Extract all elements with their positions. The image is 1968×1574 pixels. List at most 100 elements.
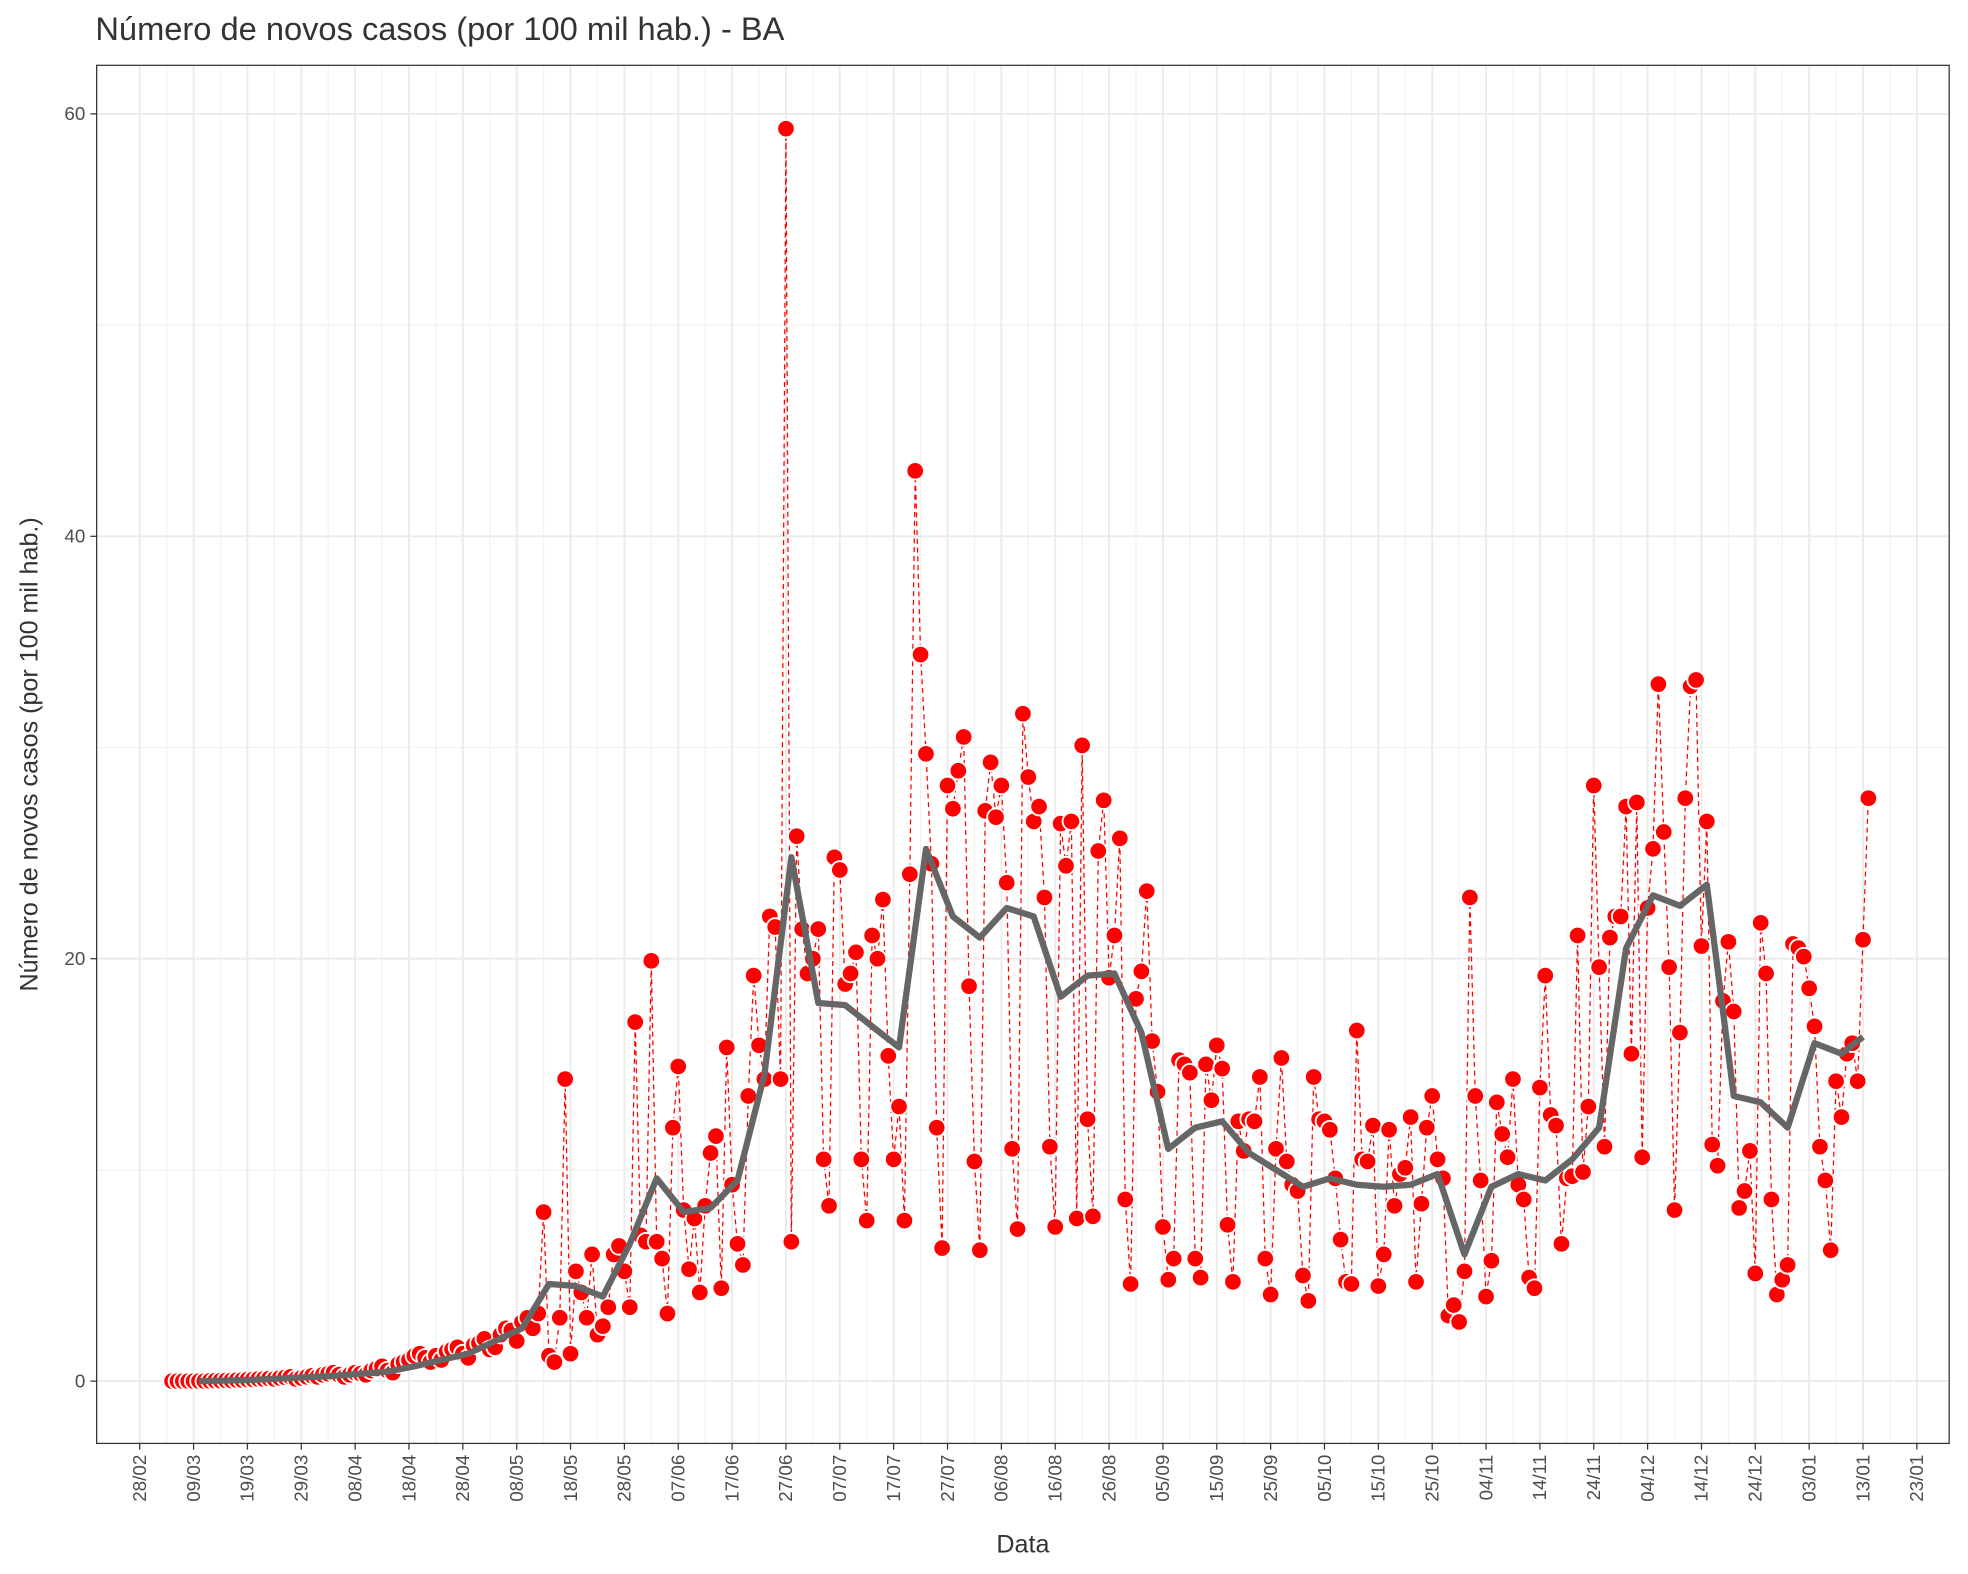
panel-border <box>96 64 1950 1445</box>
data-point <box>560 1343 581 1364</box>
data-point <box>1007 1219 1028 1239</box>
data-point <box>927 1117 947 1138</box>
data-point <box>1207 1035 1227 1056</box>
data-point <box>1799 978 1819 999</box>
data-point <box>743 965 764 986</box>
x-tick-label: 08/05 <box>506 1455 527 1502</box>
data-point <box>1293 1265 1313 1286</box>
x-tick-label: 18/04 <box>398 1455 419 1502</box>
data-point <box>1600 927 1620 948</box>
data-point <box>1330 1229 1351 1250</box>
x-tick-label: 15/09 <box>1206 1455 1227 1502</box>
data-point <box>582 1244 602 1265</box>
data-point <box>1266 1139 1286 1159</box>
data-point <box>657 1303 678 1324</box>
data-point <box>959 976 979 996</box>
marks <box>162 118 1879 1391</box>
data-point <box>1745 1263 1766 1284</box>
data-point <box>620 1297 640 1317</box>
data-point <box>1648 674 1669 694</box>
data-point <box>663 1117 683 1138</box>
data-point <box>1476 1286 1496 1307</box>
data-point <box>1481 1251 1502 1271</box>
data-point <box>700 1143 721 1163</box>
data-point <box>716 1037 737 1058</box>
data-point <box>781 1231 802 1252</box>
x-tick-label: 17/06 <box>721 1455 742 1502</box>
data-point <box>1217 1215 1238 1235</box>
data-point <box>1724 1001 1744 1022</box>
x-tick-label: 14/11 <box>1529 1455 1550 1501</box>
data-point <box>819 1196 839 1216</box>
x-tick-label: 13/01 <box>1852 1455 1873 1502</box>
data-point <box>1427 1149 1448 1170</box>
data-point <box>1503 1069 1523 1089</box>
data-point <box>1002 1139 1022 1159</box>
data-point <box>1584 775 1604 796</box>
data-point <box>1347 1020 1367 1041</box>
x-tick-label: 15/10 <box>1368 1455 1389 1502</box>
data-point <box>1610 906 1631 927</box>
data-point <box>910 644 931 665</box>
data-point <box>1487 1092 1507 1113</box>
data-point <box>1298 1291 1319 1311</box>
data-point <box>1675 788 1696 808</box>
data-point <box>1707 1155 1728 1176</box>
x-tick-label: 23/01 <box>1906 1455 1927 1502</box>
x-tick-label: 08/04 <box>344 1455 365 1502</box>
x-tick-label: 14/12 <box>1691 1455 1712 1502</box>
data-point <box>1255 1248 1275 1269</box>
data-point <box>1847 1071 1868 1091</box>
data-point <box>1422 1086 1442 1106</box>
data-point <box>937 775 958 796</box>
data-point <box>770 1069 791 1089</box>
x-tick-label: 26/08 <box>1098 1455 1119 1502</box>
data-point <box>1056 856 1076 876</box>
data-point <box>1734 1181 1755 1201</box>
data-point <box>1357 1151 1378 1172</box>
data-point <box>889 1096 909 1117</box>
data-point <box>1804 1016 1825 1037</box>
data-point <box>1250 1067 1270 1087</box>
data-point <box>1400 1107 1421 1127</box>
x-tick-label: 27/06 <box>775 1455 796 1502</box>
x-tick-label: 27/07 <box>937 1455 958 1502</box>
data-point <box>679 1259 699 1279</box>
data-point <box>1185 1248 1205 1269</box>
data-point <box>1460 887 1480 908</box>
x-tick-label: 06/08 <box>991 1455 1012 1502</box>
data-point <box>1670 1022 1690 1043</box>
data-point <box>1551 1234 1572 1254</box>
data-point <box>1395 1158 1415 1178</box>
data-point <box>900 864 920 884</box>
x-tick-label: 25/10 <box>1421 1455 1442 1502</box>
data-point <box>1627 792 1647 813</box>
data-point <box>1040 1136 1060 1157</box>
x-tick-label: 29/03 <box>291 1455 312 1502</box>
data-point <box>1444 1295 1464 1315</box>
y-tick-label: 0 <box>75 1370 85 1391</box>
data-point <box>1718 932 1739 952</box>
data-point <box>1853 929 1873 950</box>
data-point <box>1120 1274 1141 1294</box>
data-point <box>1750 913 1771 933</box>
data-point <box>1368 1276 1389 1296</box>
data-point <box>808 919 828 939</box>
data-point <box>1163 1248 1184 1269</box>
x-tick-label: 19/03 <box>237 1455 258 1502</box>
data-point <box>851 1149 872 1170</box>
data-point <box>1417 1117 1437 1138</box>
data-point <box>916 744 936 764</box>
data-point <box>1077 1109 1098 1129</box>
data-point <box>1072 735 1092 756</box>
data-point <box>1158 1270 1179 1290</box>
x-tick-label: 18/05 <box>560 1455 581 1502</box>
data-point <box>980 752 1001 773</box>
data-point <box>776 118 796 139</box>
data-point <box>857 1210 877 1231</box>
data-point <box>1497 1147 1518 1167</box>
data-point <box>1643 839 1663 859</box>
data-point <box>566 1261 586 1282</box>
data-point <box>840 963 861 984</box>
